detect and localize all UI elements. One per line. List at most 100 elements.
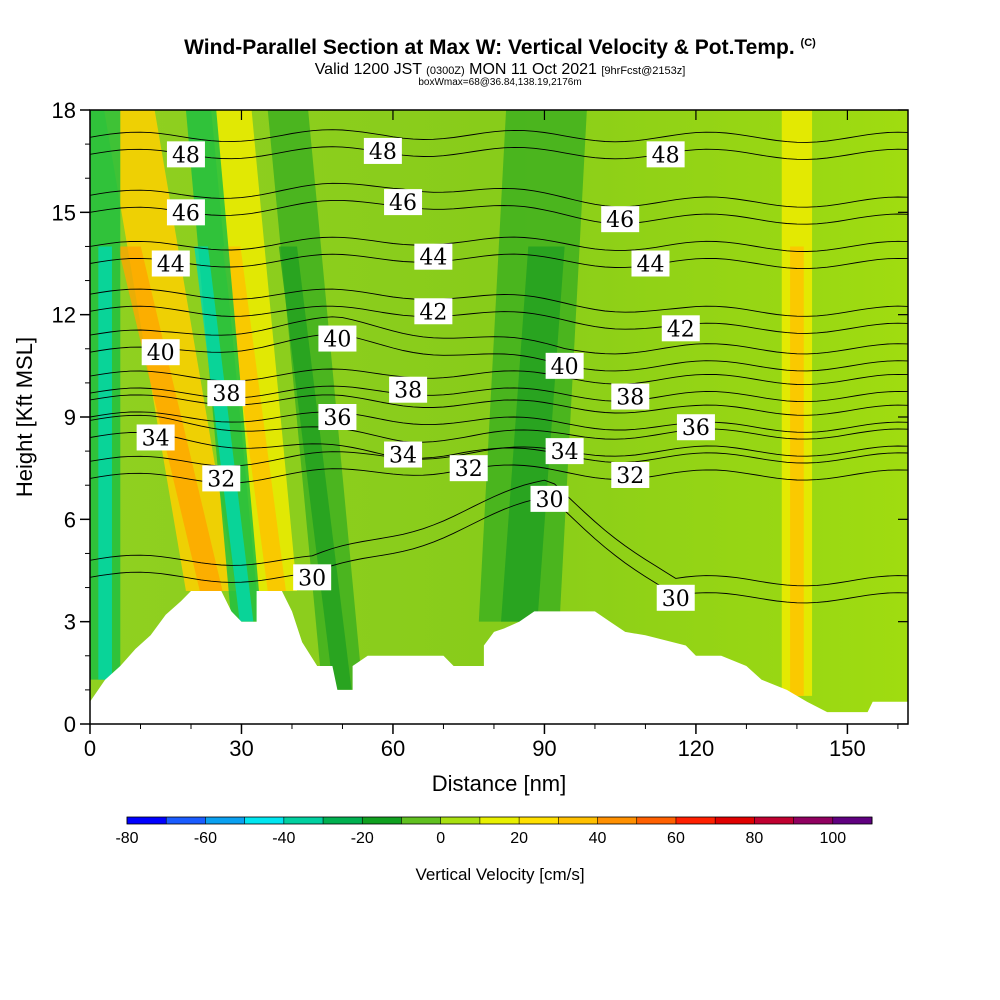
y-tick-label: 12 bbox=[52, 303, 76, 328]
colorbar-swatch bbox=[675, 817, 716, 824]
contour-label-box bbox=[611, 383, 650, 410]
colorbar-swatch bbox=[362, 817, 402, 824]
contour-label: 30 bbox=[530, 485, 569, 513]
colorbar-swatch bbox=[166, 817, 206, 824]
contour-label-box bbox=[318, 404, 357, 430]
colorbar-swatch bbox=[636, 817, 677, 824]
forecast-info: [9hrFcst@2153z] bbox=[601, 65, 686, 77]
contour-label-text: 48 bbox=[369, 140, 397, 165]
colorbar-label: Vertical Velocity [cm/s] bbox=[415, 865, 584, 884]
colorbar-swatch bbox=[832, 817, 873, 824]
theta-contour-line bbox=[90, 305, 908, 334]
contour-label: 42 bbox=[661, 315, 700, 342]
contour-label-text: 44 bbox=[157, 253, 185, 278]
contour-label-text: 30 bbox=[298, 566, 326, 591]
contour-label-text: 30 bbox=[535, 488, 563, 513]
contour-label-text: 32 bbox=[616, 464, 644, 489]
colorbar-tick-label: 100 bbox=[819, 830, 846, 847]
colorbar-swatch bbox=[323, 817, 363, 824]
velocity-band-core bbox=[194, 246, 254, 622]
contour-label-box bbox=[166, 141, 205, 168]
colorbar-swatch bbox=[715, 817, 755, 824]
y-tick-label: 9 bbox=[64, 405, 76, 430]
contour-label-box bbox=[661, 315, 700, 342]
theta-contour-line bbox=[90, 129, 908, 143]
contour-label-text: 40 bbox=[551, 355, 579, 380]
colorbar-swatch bbox=[401, 817, 442, 824]
copyright-mark: (C) bbox=[800, 37, 816, 49]
contour-label-box bbox=[656, 584, 695, 611]
velocity-band-core bbox=[222, 246, 286, 591]
contour-label: 36 bbox=[318, 404, 357, 431]
contour-label: 36 bbox=[676, 414, 715, 441]
contour-label-box bbox=[136, 424, 175, 451]
box-info: boxWmax=68@36.84,138.19,2176m bbox=[418, 77, 582, 88]
contour-label-text: 36 bbox=[682, 416, 710, 441]
contour-label-text: 34 bbox=[142, 426, 170, 451]
contour-label-text: 38 bbox=[394, 379, 422, 404]
contour-label-box bbox=[318, 325, 357, 352]
contour-label: 32 bbox=[202, 465, 241, 492]
contour-label-box bbox=[384, 189, 423, 216]
terrain-mask bbox=[90, 591, 908, 724]
x-axis-label: Distance [nm] bbox=[432, 771, 567, 796]
colorbar-swatch bbox=[440, 817, 481, 824]
contour-label: 46 bbox=[601, 206, 640, 233]
x-axis: 0 30 60 90 120 150 bbox=[84, 110, 899, 761]
contour-label-text: 30 bbox=[662, 587, 690, 612]
contour-label: 46 bbox=[166, 199, 205, 226]
contour-label: 40 bbox=[141, 339, 180, 366]
colorbar-swatch bbox=[754, 817, 795, 824]
contour-label: 40 bbox=[318, 325, 357, 353]
contour-label-box bbox=[141, 339, 180, 366]
colorbar-swatch bbox=[793, 817, 834, 824]
theta-contour-line bbox=[90, 479, 908, 587]
x-tick-label: 120 bbox=[678, 736, 715, 761]
contour-label-text: 40 bbox=[147, 341, 175, 366]
y-tick-label: 15 bbox=[52, 200, 76, 225]
contour-label-box bbox=[414, 243, 453, 270]
colorbar-tick-label: 20 bbox=[510, 830, 528, 847]
contour-label-box bbox=[601, 206, 640, 233]
contour-label-box bbox=[414, 298, 453, 325]
colorbar-tick-label: -60 bbox=[194, 830, 217, 847]
terrain bbox=[90, 591, 908, 724]
y-tick-label: 6 bbox=[64, 507, 76, 532]
contour-label-box bbox=[384, 441, 423, 468]
contour-label-text: 32 bbox=[455, 457, 483, 482]
colorbar-tick-label: -80 bbox=[115, 830, 138, 847]
contour-label-text: 38 bbox=[212, 382, 240, 407]
theta-contour-line bbox=[90, 199, 908, 225]
chart-subtitle: Valid 1200 JST (0300Z) MON 11 Oct 2021 [… bbox=[0, 61, 1000, 79]
y-tick-label: 18 bbox=[52, 98, 76, 123]
contour-label: 48 bbox=[166, 141, 205, 168]
theta-contour-line bbox=[90, 414, 908, 443]
colorbar-swatch bbox=[597, 817, 638, 824]
colorbar-tick-label: 40 bbox=[589, 830, 607, 847]
theta-contour-line bbox=[90, 431, 908, 460]
contour-label-text: 48 bbox=[172, 143, 200, 168]
velocity-band-core bbox=[98, 246, 112, 680]
contour-label-text: 34 bbox=[551, 440, 579, 465]
contour-label: 38 bbox=[389, 376, 428, 404]
contour-label-text: 44 bbox=[636, 253, 664, 278]
contour-label: 38 bbox=[207, 380, 246, 407]
velocity-band-core bbox=[790, 246, 804, 696]
contour-label: 44 bbox=[151, 250, 190, 278]
contour-label: 32 bbox=[611, 461, 650, 489]
contour-label-text: 46 bbox=[172, 201, 200, 226]
contour-label: 48 bbox=[363, 137, 402, 165]
theta-contour-line bbox=[90, 182, 908, 208]
theta-contour-line bbox=[90, 316, 908, 355]
chart-title: Wind-Parallel Section at Max W: Vertical… bbox=[0, 36, 1000, 60]
velocity-band-core bbox=[501, 246, 565, 622]
x-tick-label: 0 bbox=[84, 736, 96, 761]
contour-label-box bbox=[676, 414, 715, 441]
theta-contour-line bbox=[90, 411, 908, 433]
contour-label-box bbox=[363, 137, 402, 164]
contour-label-text: 42 bbox=[419, 300, 447, 325]
valid-utc: (0300Z) bbox=[426, 65, 465, 77]
velocity-band bbox=[185, 110, 262, 622]
